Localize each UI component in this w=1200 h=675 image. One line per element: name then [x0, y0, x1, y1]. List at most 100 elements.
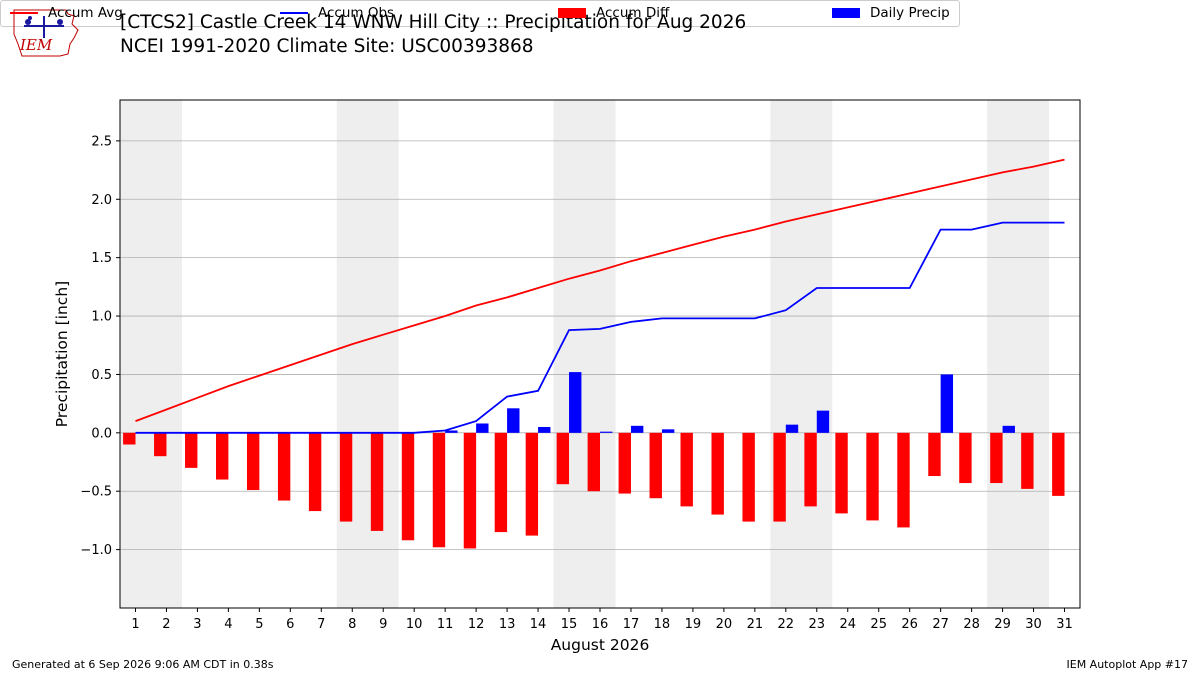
daily-precip-bar — [785, 424, 799, 433]
legend-item-accum-obs: Accum Obs — [280, 0, 394, 25]
x-tick-label: 18 — [654, 617, 671, 632]
y-tick-label: 0.5 — [91, 368, 112, 383]
daily-precip-bars — [445, 372, 1015, 433]
accum-diff-bars — [123, 432, 1065, 549]
daily-precip-bar — [507, 408, 520, 433]
x-tick-label: 20 — [716, 617, 733, 632]
x-tick-label: 12 — [468, 617, 485, 632]
x-tick-label: 30 — [1025, 617, 1042, 632]
x-tick-label: 11 — [437, 617, 454, 632]
accum-obs-line — [135, 221, 1065, 434]
x-tick-label: 2 — [162, 617, 170, 632]
accum-diff-bar — [1052, 432, 1065, 496]
x-tick-label: 4 — [224, 617, 232, 632]
y-axis-label: Precipitation [inch] — [53, 281, 71, 427]
x-tick-label: 6 — [286, 617, 294, 632]
y-tick-label: −0.5 — [80, 485, 112, 500]
accum-lines — [135, 158, 1065, 434]
x-tick-label: 1 — [131, 617, 139, 632]
legend-swatch — [558, 7, 586, 18]
legend-swatch — [832, 7, 860, 18]
footer-app: IEM Autoplot App #17 — [1066, 658, 1189, 671]
accum-diff-bar — [1021, 432, 1034, 489]
chart-subtitle: NCEI 1991-2020 Climate Site: USC00393868 — [120, 36, 534, 57]
x-axis-label: August 2026 — [551, 636, 650, 654]
legend-label: Accum Obs — [318, 4, 395, 21]
accum-diff-bar — [401, 432, 415, 541]
accum-diff-bar — [618, 432, 631, 494]
x-tick-label: 24 — [839, 617, 856, 632]
x-tick-label: 3 — [193, 617, 201, 632]
weekend-band — [987, 100, 1050, 608]
y-tick-label: 2.5 — [91, 134, 112, 149]
weekend-shading — [120, 100, 1050, 608]
accum-diff-bar — [897, 432, 910, 528]
accum-diff-bar — [432, 432, 446, 548]
daily-precip-bar — [630, 425, 644, 433]
accum-diff-bar — [525, 432, 539, 536]
daily-precip-bar — [445, 430, 458, 433]
accum-diff-bar — [277, 432, 291, 501]
accum-diff-bar — [928, 432, 941, 477]
accum-diff-bar — [463, 432, 477, 549]
weather-station-icon — [24, 16, 64, 38]
legend-swatch — [10, 11, 38, 14]
accum-diff-bar — [680, 432, 693, 507]
legend-label: Accum Avg — [48, 4, 123, 21]
accum-diff-bar — [990, 432, 1003, 484]
accum-diff-bar — [370, 432, 384, 531]
x-tick-label: 23 — [809, 617, 826, 632]
accum-diff-bar — [711, 432, 724, 515]
x-tick-label: 27 — [932, 617, 949, 632]
legend-item-accum-avg: Accum Avg — [10, 0, 123, 25]
x-tick-label: 29 — [994, 617, 1011, 632]
accum-diff-bar — [339, 432, 353, 522]
weekend-band — [770, 100, 833, 608]
accum-diff-bar — [185, 432, 198, 468]
daily-precip-bar — [538, 426, 551, 433]
daily-precip-bar — [661, 429, 675, 433]
x-tick-label: 15 — [561, 617, 578, 632]
y-axis-ticks: −1.0 −0.5 0.0 0.5 1.0 1.5 2.0 2.5 — [80, 134, 120, 558]
x-tick-label: 26 — [901, 617, 918, 632]
daily-precip-bar — [1002, 425, 1015, 433]
daily-precip-bar — [476, 423, 489, 433]
legend-label: Daily Precip — [870, 4, 950, 21]
accum-diff-bar — [246, 432, 260, 491]
x-tick-label: 8 — [348, 617, 356, 632]
iem-logo: IEM — [13, 9, 79, 57]
accum-diff-bar — [308, 432, 322, 512]
x-tick-label: 9 — [379, 617, 387, 632]
y-tick-label: 1.0 — [91, 310, 112, 325]
weekend-band — [553, 100, 616, 608]
legend-item-accum-diff: Accum Diff — [558, 0, 669, 25]
accum-diff-bar — [773, 432, 786, 522]
accum-diff-bar — [216, 432, 229, 480]
legend: Accum Avg Accum Obs Accum Diff Daily Pre… — [0, 0, 960, 27]
accum-diff-bar — [154, 432, 167, 457]
daily-precip-bar — [569, 372, 582, 433]
x-tick-label: 22 — [778, 617, 795, 632]
y-tick-label: 0.0 — [91, 426, 112, 441]
x-tick-label: 17 — [623, 617, 640, 632]
x-tick-label: 21 — [747, 617, 764, 632]
legend-label: Accum Diff — [596, 4, 670, 21]
y-tick-label: 1.5 — [91, 251, 112, 266]
x-tick-label: 7 — [317, 617, 325, 632]
legend-item-daily-precip: Daily Precip — [832, 0, 950, 25]
accum-diff-bar — [649, 432, 662, 499]
legend-swatch — [280, 11, 308, 14]
footer-generated: Generated at 6 Sep 2026 9:06 AM CDT in 0… — [12, 658, 274, 671]
accum-diff-bar — [742, 432, 755, 522]
accum-diff-bar — [123, 432, 136, 445]
accum-avg-line — [135, 158, 1065, 422]
accum-diff-bar — [556, 432, 570, 485]
x-tick-label: 28 — [963, 617, 980, 632]
x-tick-label: 19 — [685, 617, 702, 632]
accum-diff-bar — [587, 432, 600, 492]
x-tick-label: 5 — [255, 617, 263, 632]
accum-diff-bar — [835, 432, 848, 514]
weekend-band — [120, 100, 182, 608]
daily-precip-bar — [600, 431, 613, 433]
weekend-band — [336, 100, 399, 608]
